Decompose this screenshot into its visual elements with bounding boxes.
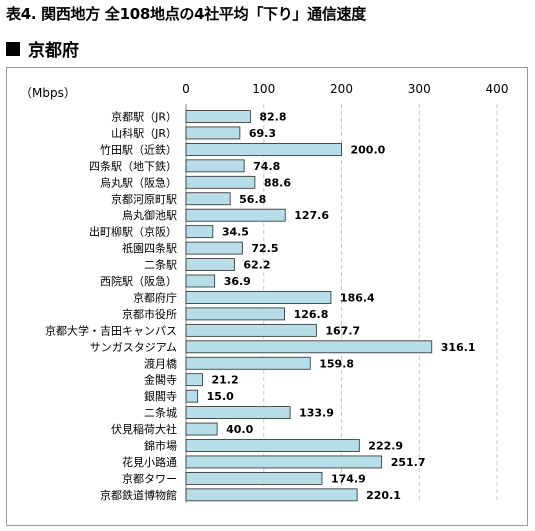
category-label: 京都市役所 [122,307,177,321]
bar [185,471,323,485]
category-label: 伏見稲荷大社 [111,422,177,436]
bar [185,274,216,288]
data-label: 133.9 [299,407,334,420]
data-label: 69.3 [249,127,276,140]
category-label: 京都河原町駅 [111,192,177,206]
category-label: 京都駅（JR） [111,110,177,124]
bar [185,488,358,502]
section-heading-label: 京都府 [28,41,79,61]
bar [185,208,286,222]
data-label: 251.7 [391,456,426,469]
category-label: サンガスタジアム [90,341,177,354]
bar [185,323,317,337]
data-label: 127.6 [294,209,329,222]
data-label: 15.0 [207,390,234,403]
data-label: 56.8 [239,193,266,206]
data-label: 220.1 [366,489,401,502]
data-label: 72.5 [251,242,278,255]
data-label: 74.8 [253,160,280,173]
category-label: 京都府庁 [133,290,177,304]
bar [185,291,332,304]
category-label: 銀閣寺 [144,389,177,403]
category-label: 渡月橋 [144,356,177,370]
category-label: 錦市場 [144,439,177,453]
category-label: 京都大学・吉田キャンパス [45,323,177,337]
chart-frame [6,67,528,526]
bar [185,225,214,239]
category-label: 二条城 [144,406,177,420]
unit-label: （Mbps） [20,86,76,100]
data-label: 174.9 [331,472,366,485]
data-label: 36.9 [224,275,251,288]
bar [185,373,203,387]
category-label: 山科駅（JR） [111,126,177,140]
data-label: 82.8 [259,111,286,124]
bar [185,340,433,354]
data-label: 159.8 [319,357,354,370]
bar [185,159,245,173]
bar [185,142,342,156]
square-bullet-icon [6,41,20,56]
category-label: 烏丸駅（阪急） [100,175,177,189]
data-label: 21.2 [211,374,238,387]
data-label: 34.5 [222,226,249,239]
category-label: 出町柳駅（京阪） [89,225,177,239]
x-tick-label: 400 [486,82,509,96]
x-tick-label: 0 [182,82,190,96]
section-heading: 京都府 [6,36,79,61]
data-label: 167.7 [325,324,360,337]
bar [185,455,383,469]
bar [185,175,256,189]
data-label: 126.8 [294,308,329,321]
category-label: 竹田駅（近鉄） [100,142,177,156]
data-label: 200.0 [351,143,386,156]
category-label: 花見小路通 [122,456,177,469]
bar [185,356,311,370]
bar [185,258,235,271]
category-label: 西院駅（阪急） [100,274,177,288]
bar [185,439,360,452]
category-label: 四条駅（地下鉄） [89,159,177,173]
x-tick-label: 200 [330,82,353,96]
category-label: 烏丸御池駅 [122,208,177,222]
x-tick-label: 100 [252,82,275,96]
data-label: 222.9 [368,440,403,453]
category-label: 京都鉄道博物館 [100,488,177,502]
category-label: 金閣寺 [144,373,177,387]
bar [185,389,199,403]
data-label: 62.2 [243,259,270,272]
bar [185,110,251,123]
bar [185,307,285,321]
category-label: 二条駅 [144,258,177,272]
bar [185,192,231,206]
bar [185,126,241,140]
bar [185,406,291,420]
data-label: 316.1 [441,341,476,354]
chart-title: 表4. 関西地方 全108地点の4社平均「下り」通信速度 [6,5,366,23]
category-label: 京都タワー [122,471,177,485]
data-label: 40.0 [226,423,253,436]
x-tick-label: 300 [408,82,431,96]
bar [185,422,218,436]
category-label: 祇園四条駅 [122,241,177,255]
bar [185,241,243,255]
data-label: 88.6 [264,176,291,189]
data-label: 186.4 [340,291,375,304]
